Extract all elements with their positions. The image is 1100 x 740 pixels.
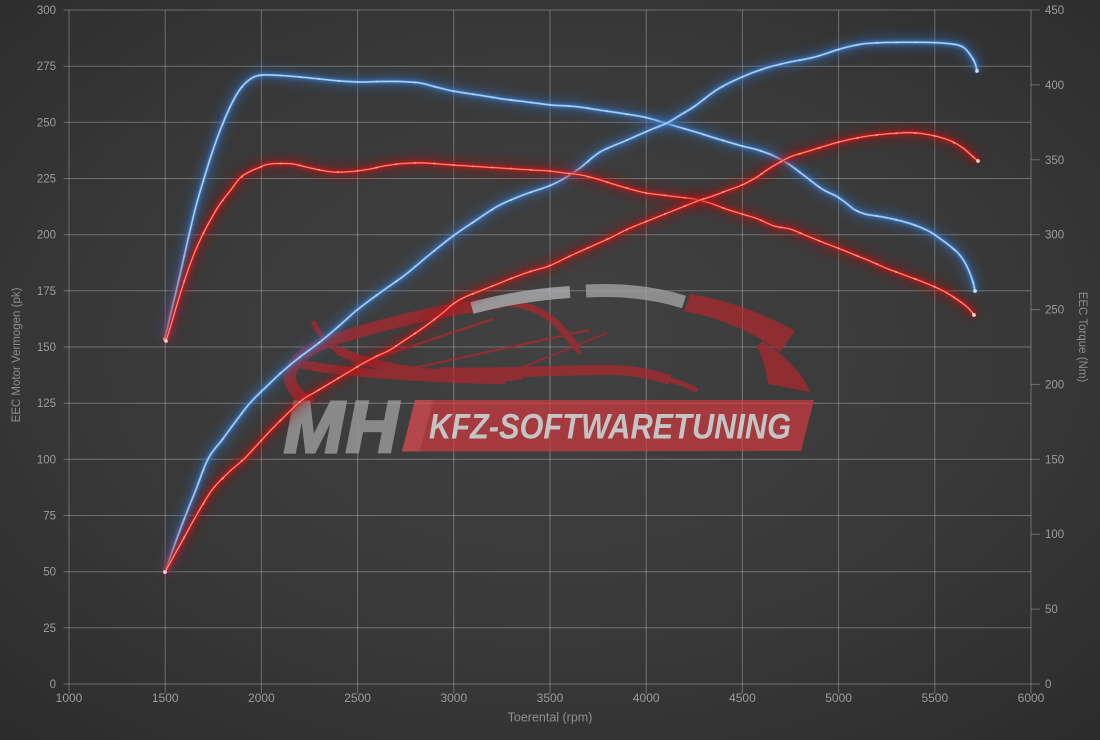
svg-text:0: 0 (1045, 679, 1051, 691)
svg-text:275: 275 (37, 61, 56, 73)
svg-text:200: 200 (37, 230, 56, 242)
svg-text:75: 75 (43, 511, 56, 523)
svg-text:2000: 2000 (248, 691, 275, 705)
svg-text:KFZ-SOFTWARETUNING: KFZ-SOFTWARETUNING (429, 408, 791, 447)
svg-text:50: 50 (1045, 604, 1058, 616)
svg-text:1000: 1000 (56, 691, 83, 705)
svg-text:100: 100 (37, 454, 56, 466)
svg-text:175: 175 (37, 286, 56, 298)
svg-text:4500: 4500 (729, 691, 756, 705)
svg-text:150: 150 (37, 342, 56, 354)
svg-text:EEC Motor Vermogen (pk): EEC Motor Vermogen (pk) (11, 287, 23, 422)
svg-text:2500: 2500 (344, 691, 371, 705)
svg-text:4000: 4000 (633, 691, 660, 705)
svg-text:EEC Torque (Nm): EEC Torque (Nm) (1076, 292, 1088, 383)
svg-text:6000: 6000 (1018, 691, 1045, 705)
svg-text:0: 0 (50, 679, 56, 691)
svg-text:25: 25 (43, 623, 56, 635)
svg-text:250: 250 (1045, 305, 1064, 317)
svg-text:1500: 1500 (152, 691, 179, 705)
svg-text:3000: 3000 (440, 691, 467, 705)
svg-text:Toerental (rpm): Toerental (rpm) (508, 711, 593, 725)
svg-text:200: 200 (1045, 379, 1064, 391)
svg-text:125: 125 (37, 398, 56, 410)
svg-text:450: 450 (1045, 5, 1064, 17)
svg-text:225: 225 (37, 174, 56, 186)
svg-text:150: 150 (1045, 454, 1064, 466)
svg-text:400: 400 (1045, 80, 1064, 92)
svg-text:300: 300 (1045, 230, 1064, 242)
svg-text:50: 50 (43, 567, 56, 579)
svg-text:350: 350 (1045, 155, 1064, 167)
svg-text:300: 300 (37, 5, 56, 17)
svg-text:250: 250 (37, 117, 56, 129)
svg-text:100: 100 (1045, 529, 1064, 541)
svg-text:3500: 3500 (537, 691, 564, 705)
svg-text:5500: 5500 (921, 691, 948, 705)
svg-text:5000: 5000 (825, 691, 852, 705)
